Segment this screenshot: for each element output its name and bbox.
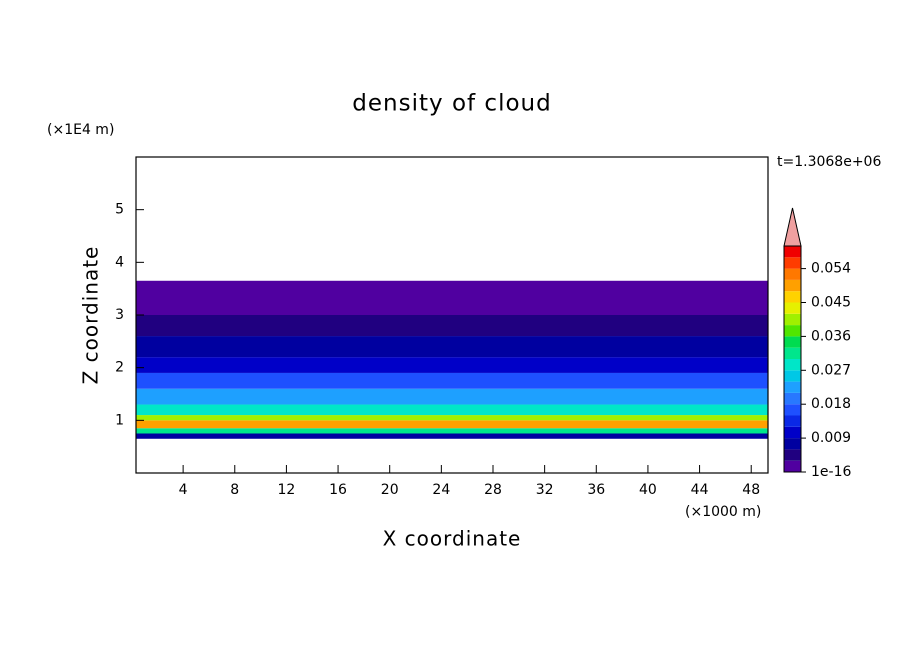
colorbar-segment: [784, 426, 801, 439]
contour-band: [136, 404, 768, 416]
x-axis-label: X coordinate: [383, 527, 522, 551]
colorbar-tick-label: 0.054: [811, 261, 851, 277]
colorbar-segment: [784, 246, 801, 258]
chart-title: density of cloud: [352, 91, 551, 117]
x-tick-label: 36: [587, 482, 605, 498]
contour-band: [136, 357, 768, 373]
contour-band: [136, 280, 768, 315]
x-tick-label: 28: [484, 482, 502, 498]
colorbar-segment: [784, 347, 801, 359]
colorbar-frame: [783, 245, 802, 473]
colorbar-segment: [784, 268, 801, 280]
x-tick-label: 8: [230, 482, 239, 498]
contour-band: [136, 388, 768, 405]
y-tick-label: 2: [115, 360, 124, 376]
colorbar-segment: [784, 370, 801, 382]
colorbar-extension: [783, 207, 802, 247]
colorbar-tick-label: 0.009: [811, 430, 851, 446]
colorbar-segment: [784, 392, 801, 405]
x-tick-label: 44: [691, 482, 709, 498]
colorbar-tick-label: 0.036: [811, 328, 851, 344]
x-tick-label: 4: [179, 482, 188, 498]
y-tick-label: 1: [115, 412, 124, 428]
y-axis-label: Z coordinate: [79, 246, 103, 385]
colorbar-segment: [784, 279, 801, 292]
y-tick-label: 5: [115, 202, 124, 218]
colorbar-segment: [784, 302, 801, 314]
colorbar-segment: [784, 325, 801, 337]
colorbar-segment: [784, 438, 801, 450]
colorbar-segment: [784, 415, 801, 427]
colorbar-segment: [784, 257, 801, 269]
y-tick-label: 4: [115, 254, 124, 270]
colorbar-segment: [784, 449, 801, 461]
contour-band: [136, 336, 768, 358]
contour-band: [136, 428, 768, 434]
colorbar-segment: [784, 291, 801, 303]
colorbar-tick-label: 0.045: [811, 295, 851, 311]
x-tick-label: 20: [381, 482, 399, 498]
colorbar-tick-label: 0.027: [811, 362, 851, 378]
contour-band: [136, 372, 768, 389]
contour-band: [136, 315, 768, 337]
x-tick-label: 12: [278, 482, 296, 498]
colorbar-segment: [784, 336, 801, 348]
x-unit: (×1000 m): [685, 504, 761, 520]
colorbar-segment: [784, 404, 801, 416]
x-tick-label: 40: [639, 482, 657, 498]
colorbar-segment: [784, 313, 801, 326]
y-tick-label: 3: [115, 307, 124, 323]
contour-band: [136, 415, 768, 421]
x-tick-label: 32: [536, 482, 554, 498]
colorbar-tick-label: 0.018: [811, 396, 851, 412]
colorbar-segment: [784, 359, 801, 371]
colorbar-segment: [784, 460, 801, 472]
annotation: t=1.3068e+06: [777, 154, 881, 170]
contour-band: [136, 420, 768, 429]
colorbar-segment: [784, 381, 801, 393]
x-tick-label: 16: [329, 482, 347, 498]
contour-band: [136, 433, 768, 439]
colorbar-tick-label: 1e-16: [811, 464, 851, 480]
y-unit: (×1E4 m): [47, 122, 114, 138]
x-tick-label: 24: [432, 482, 450, 498]
x-tick-label: 48: [742, 482, 760, 498]
